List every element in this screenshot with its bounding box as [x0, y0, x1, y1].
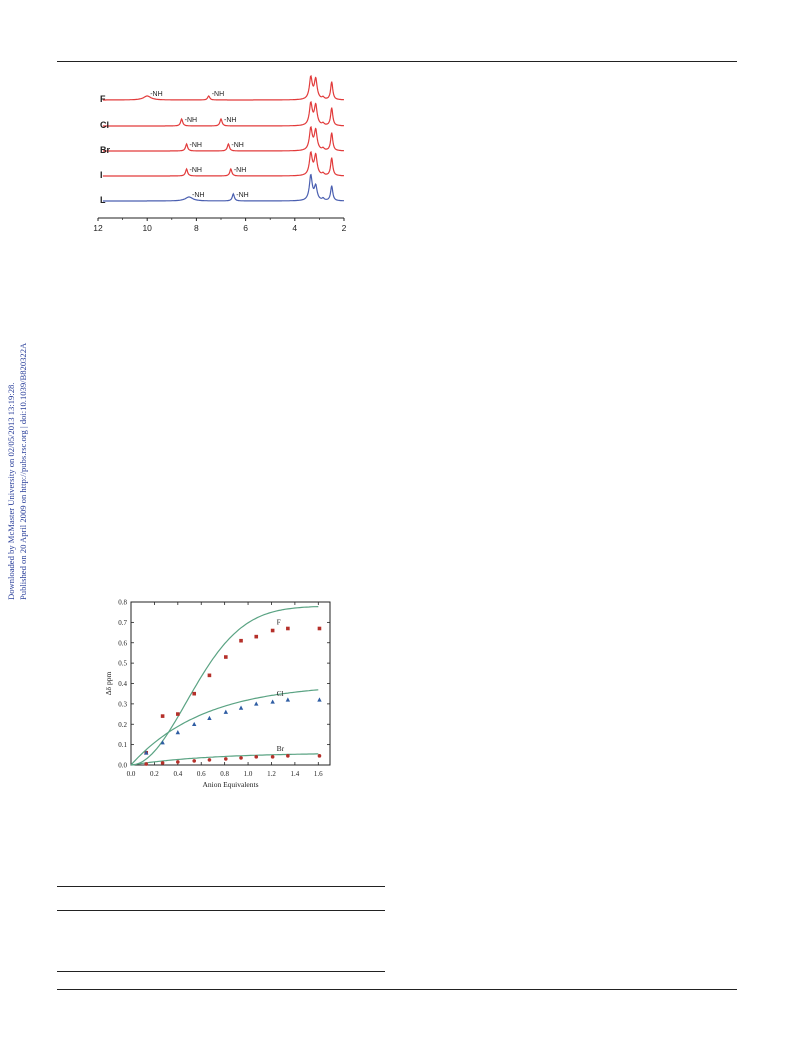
data-point-F	[270, 628, 275, 633]
nmr-trace-1	[102, 100, 344, 127]
data-point-F	[176, 712, 180, 716]
data-point-Br	[160, 761, 165, 765]
y-tick-label: 0.4	[118, 680, 127, 688]
nmr-x-tick-label: 8	[194, 223, 199, 233]
series-label-Cl: Cl	[277, 689, 284, 698]
data-point-Br	[207, 758, 212, 762]
y-tick-label: 0.1	[118, 741, 127, 749]
y-tick-label: 0.5	[118, 660, 127, 668]
table-header-rule	[57, 910, 385, 911]
x-tick-label: 0.8	[220, 770, 229, 778]
nmr-trace-2	[102, 125, 344, 152]
x-tick-label: 1.2	[267, 770, 276, 778]
download-watermark: Downloaded by McMaster University on 02/…	[2, 280, 42, 600]
nmr-peak-label: -NH	[231, 142, 243, 149]
fit-curve-Cl	[130, 689, 319, 766]
nmr-trace-label: F	[100, 94, 106, 104]
nmr-spectra-plot: F--NH2-NH2Cl--NH2-NH2Br--NH2-NH2I--NH2-N…	[93, 74, 347, 233]
nmr-x-tick-label: 2	[342, 223, 347, 233]
nmr-trace-label: Cl	[100, 120, 109, 130]
header-rule	[57, 61, 737, 62]
y-tick-label: 0.7	[118, 619, 127, 627]
titration-figure: 0.0 0.2 0.4 0.6 0.8 1.0 1.2 1.4 1.6 0.0 0.1 0.2 0.3 0…	[100, 592, 345, 802]
nmr-trace-label: Br	[100, 145, 110, 155]
data-point-Cl	[285, 697, 291, 702]
data-point-Cl	[175, 730, 181, 735]
data-point-F	[192, 691, 197, 696]
data-point-Cl	[160, 740, 165, 745]
y-tick-label: 0.8	[118, 599, 127, 607]
data-point-Br	[286, 754, 290, 758]
x-tick-label: 0.6	[197, 770, 206, 778]
nmr-trace-4	[102, 173, 344, 202]
data-point-F	[224, 655, 228, 659]
nmr-trace-label: I	[100, 170, 103, 180]
data-point-Cl	[254, 701, 259, 706]
nmr-peak-label: -NH	[150, 91, 162, 98]
data-point-F	[160, 714, 165, 718]
y-tick-label: 0.3	[118, 700, 127, 708]
data-point-Cl	[207, 715, 212, 720]
fit-curve-F	[130, 606, 319, 766]
nmr-spectra-figure: F--NH2-NH2Cl--NH2-NH2Br--NH2-NH2I--NH2-N…	[88, 70, 358, 240]
data-point-Br	[317, 754, 322, 758]
x-tick-label: 1.0	[244, 770, 253, 778]
x-tick-label: 1.6	[314, 770, 323, 778]
nmr-peak-label: -NH	[185, 117, 197, 124]
data-point-Cl	[317, 697, 322, 702]
watermark-line-1[interactable]: Downloaded by McMaster University on 02/…	[6, 383, 16, 600]
data-point-Br	[192, 759, 197, 763]
nmr-x-tick-label: 6	[243, 223, 248, 233]
nmr-x-tick-label: 12	[93, 223, 103, 233]
data-point-Cl	[144, 750, 149, 755]
x-tick-label: 0.4	[173, 770, 182, 778]
plot-frame	[130, 601, 331, 766]
nmr-peak-label: -NH	[236, 192, 248, 199]
data-point-Cl	[192, 721, 197, 727]
data-point-F	[254, 634, 259, 639]
footer-rule	[57, 989, 737, 990]
data-point-Br	[224, 757, 228, 761]
data-point-Cl	[238, 705, 244, 710]
data-point-Br	[144, 762, 149, 766]
data-point-Br	[254, 755, 259, 759]
data-point-Cl	[270, 699, 275, 704]
table-bottom-rule	[57, 971, 385, 972]
data-point-F	[239, 638, 243, 643]
x-tick-label: 1.4	[291, 770, 300, 778]
data-point-Br	[270, 755, 275, 759]
data-point-F	[286, 626, 290, 631]
nmr-peak-label: -NH	[192, 192, 204, 199]
nmr-x-tick-label: 4	[292, 223, 297, 233]
data-point-Br	[239, 756, 243, 760]
nmr-peak-label: -NH	[190, 142, 202, 149]
x-tick-label: 0.2	[150, 770, 159, 778]
nmr-peak-label: -NH	[190, 167, 202, 174]
nmr-peak-label: -NH	[212, 91, 224, 98]
nmr-trace-0	[102, 74, 344, 101]
y-axis-label: Δδ ppm	[104, 672, 113, 696]
watermark-line-2[interactable]: Published on 20 April 2009 on http://pub…	[18, 342, 28, 600]
y-tick-label: 0.0	[118, 762, 127, 770]
table-top-rule	[57, 886, 385, 887]
y-tick-label: 0.6	[118, 639, 127, 647]
x-axis-label: Anion Equivalents	[202, 780, 258, 789]
data-point-Cl	[223, 709, 229, 714]
nmr-trace-label: L	[100, 195, 106, 205]
series-label-F: F	[277, 618, 281, 627]
nmr-peak-label: -NH	[234, 167, 246, 174]
data-point-F	[317, 626, 322, 631]
data-point-F	[207, 673, 212, 678]
nmr-peak-label: -NH	[224, 117, 236, 124]
series-label-Br: Br	[277, 744, 285, 753]
titration-chart: 0.0 0.2 0.4 0.6 0.8 1.0 1.2 1.4 1.6 0.0 0.1 0.2 0.3 0…	[104, 599, 331, 789]
nmr-trace-3	[102, 150, 344, 177]
nmr-x-tick-label: 10	[142, 223, 152, 233]
y-tick-label: 0.2	[118, 721, 127, 729]
x-tick-label: 0.0	[127, 770, 136, 778]
data-point-Br	[176, 760, 180, 764]
